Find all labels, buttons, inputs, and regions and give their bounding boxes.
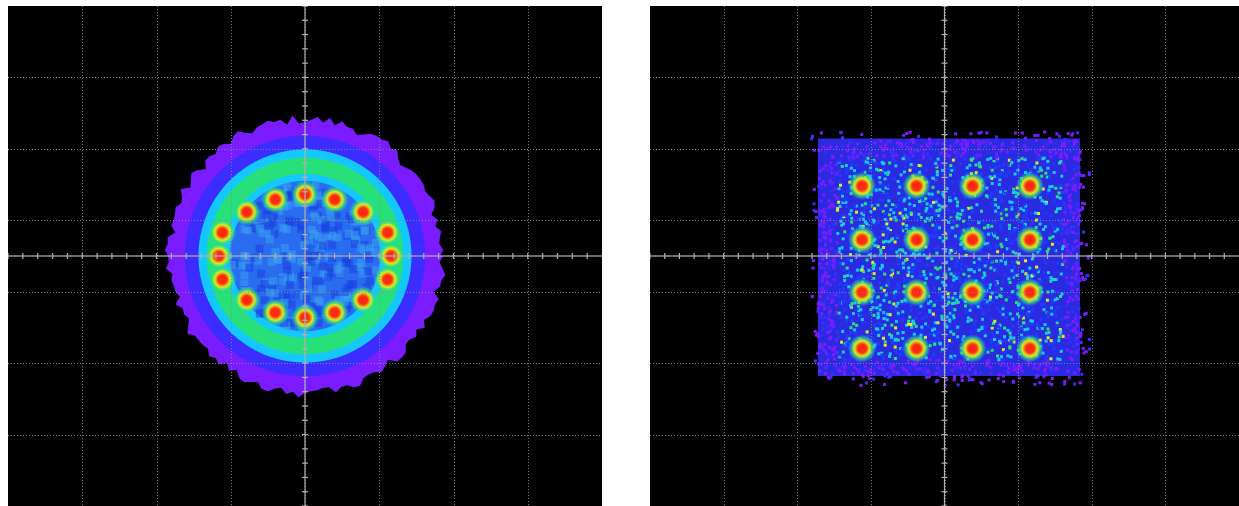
constellation-point-core-4 xyxy=(383,228,393,237)
center-axes xyxy=(650,6,1239,506)
constellation-point-core-14 xyxy=(912,344,922,353)
qam16-constellation-chart xyxy=(650,6,1239,506)
constellation-point-core-8 xyxy=(330,308,340,317)
constellation-point-core-10 xyxy=(270,308,280,317)
constellation-point-core-11 xyxy=(967,287,977,297)
constellation-point-core-3 xyxy=(967,181,977,191)
constellation-point-core-6 xyxy=(383,275,393,284)
constellation-point-core-15 xyxy=(242,207,252,217)
constellation-point-core-3 xyxy=(358,207,368,217)
constellation-point-core-10 xyxy=(912,287,922,297)
constellation-point-core-5 xyxy=(857,235,867,245)
constellation-point-core-14 xyxy=(217,228,227,237)
constellation-point-core-15 xyxy=(967,344,977,353)
constellation-point-core-1 xyxy=(857,181,867,191)
constellation-point-core-2 xyxy=(330,195,340,204)
constellation-point-core-7 xyxy=(967,235,977,245)
constellation-plot-left xyxy=(8,6,602,506)
constellation-point-core-7 xyxy=(358,295,368,305)
center-axes xyxy=(8,6,602,506)
constellation-point-core-12 xyxy=(217,275,227,284)
constellation-point-core-16 xyxy=(270,195,280,204)
constellation-point-core-13 xyxy=(857,344,867,353)
constellation-point-core-12 xyxy=(1025,287,1035,297)
constellation-point-core-6 xyxy=(912,235,922,245)
constellation-point-core-9 xyxy=(857,287,867,297)
constellation-points xyxy=(848,172,1044,363)
constellation-plot-right xyxy=(650,6,1239,506)
constellation-point-core-8 xyxy=(1025,235,1035,245)
ring-constellation-chart xyxy=(8,6,602,506)
constellation-point-core-4 xyxy=(1025,181,1035,191)
constellation-point-core-2 xyxy=(912,181,922,191)
constellation-point-core-11 xyxy=(242,295,252,305)
constellation-point-core-16 xyxy=(1025,344,1035,353)
